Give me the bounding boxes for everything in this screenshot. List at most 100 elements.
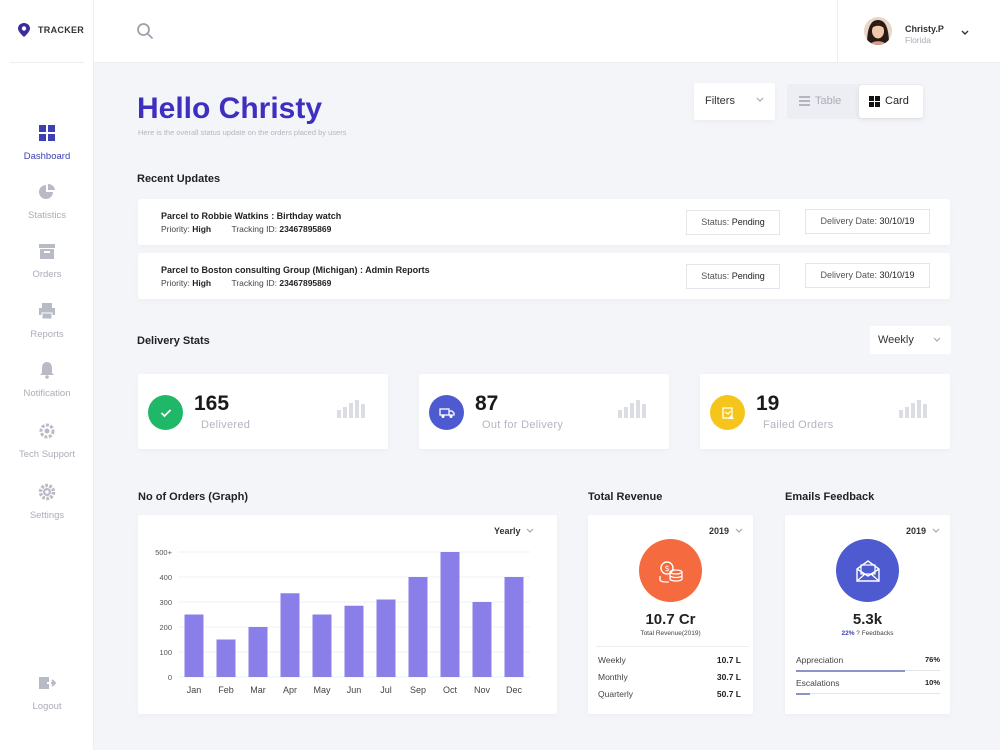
x-tick-label: Sep <box>410 685 426 695</box>
page-title: Hello Christy <box>137 92 323 125</box>
chevron-down-icon <box>932 528 939 533</box>
filters-dropdown[interactable]: Filters <box>694 83 775 120</box>
revenue-row-label: Monthly <box>598 672 628 682</box>
stat-value: 165 <box>194 392 230 415</box>
bar <box>344 605 364 677</box>
pie-chart-icon <box>39 183 55 199</box>
sidebar-item-orders[interactable]: Orders <box>0 242 94 282</box>
update-meta: Priority: High Tracking ID: 23467895869 <box>161 224 331 234</box>
user-menu[interactable]: Christy.P Florida <box>837 0 1000 63</box>
status-label: Status: <box>701 217 730 227</box>
orders-graph-panel: Yearly 0 100 200 300 400 500+ Jan Feb Mar Apr May J… <box>138 515 557 714</box>
status-label: Status: <box>701 271 730 281</box>
total-revenue-panel: 2019 $ 10.7 Cr Total Revenue(2019) Weekl… <box>588 515 753 714</box>
recent-updates-title: Recent Updates <box>137 173 221 185</box>
year-dropdown[interactable]: 2019 <box>906 526 940 536</box>
feedback-row-appreciation: Appreciation 76% <box>796 655 940 665</box>
user-name: Christy.P <box>905 24 944 34</box>
status-value: Pending <box>731 271 765 281</box>
year-label: 2019 <box>709 526 730 536</box>
sidebar-item-label: Orders <box>32 269 62 280</box>
x-tick-label: Jan <box>187 685 202 695</box>
y-tick-label: 400 <box>159 573 172 582</box>
tracking-id: 23467895869 <box>279 278 332 288</box>
orders-bar-chart: 0 100 200 300 400 500+ Jan Feb Mar Apr May Jun Jul Se… <box>155 548 530 695</box>
revenue-subtitle: Total Revenue(2019) <box>640 630 701 637</box>
emails-feedback-title: Emails Feedback <box>785 491 875 503</box>
dashboard-grid-icon <box>39 125 55 141</box>
truck-icon <box>429 395 464 430</box>
mini-bars-icon <box>337 400 365 418</box>
update-title: Parcel to Boston consulting Group (Michi… <box>161 265 430 275</box>
printer-icon <box>39 303 55 320</box>
view-toggle: Table Card <box>787 84 923 119</box>
sidebar-item-reports[interactable]: Reports <box>0 302 94 342</box>
sidebar-item-label: Reports <box>30 329 64 340</box>
total-revenue-title: Total Revenue <box>588 491 663 503</box>
sidebar: TRACKER Dashboard Statistics Orders Repo… <box>0 0 94 750</box>
chevron-down-icon[interactable] <box>961 30 969 36</box>
x-tick-label: Jun <box>347 685 362 695</box>
failed-box-icon <box>710 395 745 430</box>
search-icon[interactable] <box>136 22 154 40</box>
x-tick-label: Mar <box>250 685 266 695</box>
update-meta: Priority: High Tracking ID: 23467895869 <box>161 278 331 288</box>
gear-icon <box>38 483 56 501</box>
chevron-down-icon <box>756 97 764 102</box>
coins-icon: $ <box>639 539 702 602</box>
stat-card-delivered[interactable]: 165 Delivered <box>138 374 388 449</box>
sidebar-item-settings[interactable]: Settings <box>0 483 94 523</box>
x-tick-label: Jul <box>380 685 392 695</box>
sidebar-item-label: Notification <box>23 388 71 399</box>
year-dropdown[interactable]: 2019 <box>709 526 743 536</box>
status-value: Pending <box>731 217 765 227</box>
progress-track <box>796 692 940 695</box>
bar <box>248 627 268 677</box>
stat-value: 87 <box>475 392 499 415</box>
sidebar-item-label: Dashboard <box>23 151 71 162</box>
bar <box>408 577 428 677</box>
revenue-row-value: 50.7 L <box>716 689 741 699</box>
sidebar-item-notification[interactable]: Notification <box>0 361 94 401</box>
sidebar-item-label: Tech Support <box>19 449 75 460</box>
user-location: Florida <box>905 35 931 45</box>
period-dropdown[interactable]: Yearly <box>494 526 534 536</box>
logout-button[interactable]: Logout <box>0 674 94 714</box>
x-tick-label: Dec <box>506 685 523 695</box>
revenue-row: Quarterly 50.7 L <box>598 689 741 699</box>
date-label: Delivery Date: <box>820 270 877 280</box>
tracking-label: Tracking ID: <box>231 278 277 288</box>
view-table-label: Table <box>815 95 842 107</box>
x-tick-label: Nov <box>474 685 491 695</box>
bar <box>376 599 396 677</box>
stat-label: Out for Delivery <box>482 419 564 431</box>
sidebar-item-tech-support[interactable]: Tech Support <box>0 422 94 462</box>
period-label: Yearly <box>494 526 521 536</box>
period-dropdown[interactable]: Weekly <box>870 326 951 354</box>
x-tick-label: May <box>313 685 331 695</box>
revenue-row: Weekly 10.7 L <box>598 655 741 665</box>
app-logo[interactable]: TRACKER <box>16 22 84 38</box>
list-item[interactable]: Parcel to Boston consulting Group (Michi… <box>138 253 950 299</box>
stat-card-out-for-delivery[interactable]: 87 Out for Delivery <box>419 374 669 449</box>
list-icon <box>799 96 810 106</box>
feedback-row-label: Appreciation <box>796 655 844 665</box>
emails-feedback-panel: 2019 5.3k 22% ? Feedbacks Appreciation 7… <box>785 515 950 714</box>
feedback-value: 5.3k <box>852 611 883 628</box>
x-tick-label: Apr <box>283 685 297 695</box>
bar <box>216 639 236 677</box>
view-table-button[interactable]: Table <box>787 84 858 119</box>
location-pin-logo-icon <box>18 23 30 37</box>
stat-label: Delivered <box>201 419 251 431</box>
view-card-button[interactable]: Card <box>859 85 923 118</box>
divider <box>10 62 84 63</box>
stat-card-failed-orders[interactable]: 19 Failed Orders <box>700 374 950 449</box>
mini-bars-icon <box>618 400 646 418</box>
list-item[interactable]: Parcel to Robbie Watkins : Birthday watc… <box>138 199 950 245</box>
year-label: 2019 <box>906 526 927 536</box>
y-tick-label: 300 <box>159 598 172 607</box>
sidebar-item-dashboard[interactable]: Dashboard <box>0 124 94 164</box>
orders-graph-title: No of Orders (Graph) <box>138 491 249 503</box>
sidebar-item-statistics[interactable]: Statistics <box>0 183 94 223</box>
filters-label: Filters <box>705 95 735 107</box>
